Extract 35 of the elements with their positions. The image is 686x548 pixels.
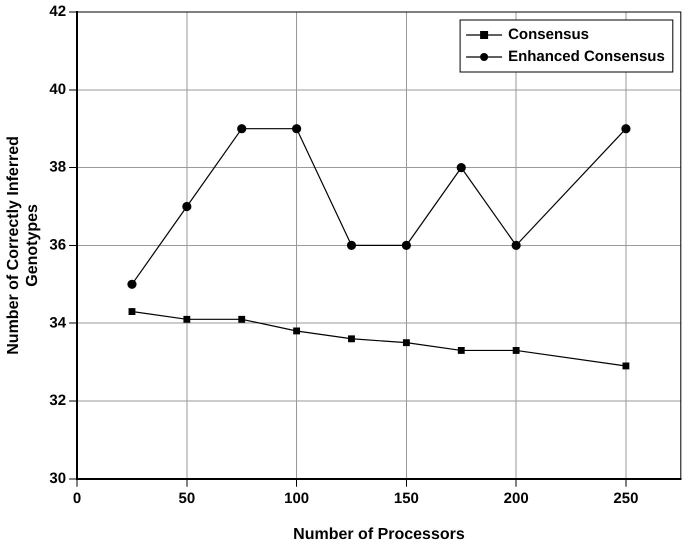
x-tick-label: 50: [178, 490, 196, 507]
y-tick-label: 36: [49, 236, 66, 254]
point: [128, 308, 136, 315]
point: [512, 347, 520, 354]
x-tick-label: 200: [504, 490, 529, 507]
point: [456, 163, 466, 172]
y-tick-label: 30: [49, 470, 66, 487]
x-tick-label: 150: [394, 490, 419, 507]
point: [293, 328, 300, 334]
legend-label: Consensus: [508, 26, 589, 44]
y-tick-label: 42: [49, 3, 66, 20]
y-tick-label: 32: [49, 392, 66, 410]
y-tick-label: 38: [49, 158, 66, 176]
y-axis-title: Number of Correctly Inferred Genotypes: [5, 136, 42, 355]
point: [348, 335, 355, 342]
point: [458, 347, 465, 354]
point: [402, 339, 410, 346]
point: [512, 240, 521, 250]
point: [237, 124, 246, 134]
point: [182, 202, 192, 212]
point: [292, 124, 302, 134]
point: [183, 316, 190, 323]
point: [622, 362, 630, 370]
y-tick-label: 40: [49, 80, 66, 98]
x-tick-label: 100: [284, 490, 310, 507]
y-tick-label: 34: [49, 314, 67, 332]
point: [402, 240, 411, 250]
point: [238, 316, 246, 323]
legend-label: Enhanced Consensus: [508, 48, 665, 66]
x-tick-label: 250: [613, 490, 638, 507]
point: [621, 124, 631, 134]
point: [346, 240, 356, 250]
x-axis-title: Number of Processors: [293, 526, 465, 543]
point: [127, 280, 137, 289]
x-tick-label: 0: [72, 490, 82, 507]
